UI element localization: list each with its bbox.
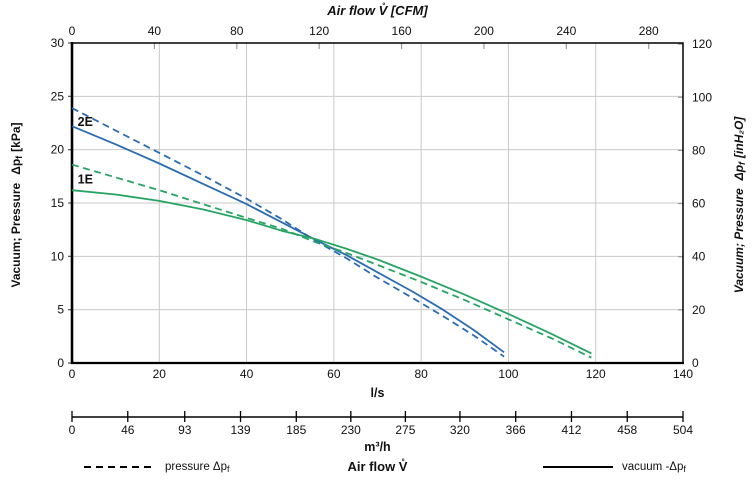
ls-axis-tick-label: 60 <box>327 367 341 381</box>
m3h-axis-tick-label: 93 <box>178 423 192 437</box>
dashed-line-icon <box>84 466 156 468</box>
solid-line-icon <box>543 466 613 468</box>
ls-axis-tick-label: 20 <box>153 367 167 381</box>
ls-axis-tick-label: 80 <box>414 367 428 381</box>
right-axis-tick-label: 20 <box>692 303 706 317</box>
curve-2e-vacuum <box>71 125 505 354</box>
ls-axis-tick-label: 40 <box>240 367 254 381</box>
right-axis-title-subscript: f <box>737 161 747 165</box>
right-axis-tick-label: 40 <box>692 250 706 264</box>
top-axis-title: Air flow V̊ [CFM] <box>0 3 755 18</box>
left-axis-title-main: Vacuum; Pressure <box>9 182 23 288</box>
m3h-axis-tick-label: 139 <box>230 423 250 437</box>
top-axis-tick-label: 200 <box>474 24 494 38</box>
m3h-axis-tick-label: 320 <box>450 423 470 437</box>
m3h-axis-tick-label: 412 <box>561 423 581 437</box>
top-axis-tick-label: 40 <box>148 24 162 38</box>
m3h-axis-tick-label: 504 <box>673 423 693 437</box>
left-axis-tick-label: 20 <box>51 143 65 157</box>
ls-axis-title: l/s <box>370 386 385 400</box>
m3h-axis-tick-label: 366 <box>506 423 526 437</box>
legend-pressure-label: pressure Δp <box>165 461 228 473</box>
left-axis-tick-label: 10 <box>51 249 65 263</box>
top-axis-tick-label: 240 <box>556 24 576 38</box>
bottom-axis-title: Air flow V̊ <box>347 459 408 474</box>
legend-pressure-subscript: f <box>227 464 230 474</box>
top-axis-tick-label: 160 <box>392 24 412 38</box>
legend-vacuum-label: vacuum -Δp <box>622 461 684 473</box>
top-axis-tick-label: 0 <box>69 24 76 38</box>
m3h-axis-tick-label: 275 <box>395 423 415 437</box>
ls-axis-tick-label: 100 <box>498 367 518 381</box>
left-axis-title-subscript: f <box>14 155 24 159</box>
right-axis-tick-label: 0 <box>692 356 699 370</box>
right-axis-tick-label: 80 <box>692 143 706 157</box>
right-axis-tick-label: 120 <box>692 37 712 51</box>
right-axis-tick-label: 100 <box>692 90 712 104</box>
right-axis-title-unit: [inH₂O] <box>732 116 746 158</box>
top-axis-tick-label: 280 <box>639 24 659 38</box>
right-axis-title-main: Vacuum; Pressure <box>732 188 746 294</box>
m3h-axis-tick-label: 46 <box>121 423 135 437</box>
ls-axis-tick-label: 0 <box>69 367 76 381</box>
legend-vacuum: vacuum -Δpf <box>543 460 686 474</box>
m3h-axis-tick-label: 185 <box>286 423 306 437</box>
m3h-axis-tick-label: 0 <box>69 423 76 437</box>
ls-axis-tick-label: 120 <box>586 367 606 381</box>
m3h-axis-title: m³/h <box>364 440 391 454</box>
ls-axis-tick-label: 140 <box>673 367 693 381</box>
curve-label-1e: 1E <box>78 173 93 187</box>
top-axis-tick-label: 120 <box>309 24 329 38</box>
m3h-axis-tick-label: 458 <box>617 423 637 437</box>
right-axis-title-symbol: Δp <box>732 164 746 181</box>
left-axis-tick-label: 0 <box>57 356 64 370</box>
curve-1e-pressure <box>71 163 592 359</box>
left-axis-tick-label: 30 <box>51 36 65 50</box>
left-axis-tick-label: 15 <box>51 196 65 210</box>
left-axis-tick-label: 25 <box>51 89 65 103</box>
legend-pressure: pressure Δpf <box>84 460 230 474</box>
left-axis-title-unit: [kPa] <box>9 122 23 152</box>
m3h-axis-tick-label: 230 <box>341 423 361 437</box>
top-axis-title-text: Air flow V̊ [CFM] <box>327 3 428 18</box>
left-axis-tick-label: 5 <box>57 303 64 317</box>
curve-2e-pressure <box>71 107 505 358</box>
top-axis-tick-label: 80 <box>230 24 244 38</box>
left-axis-title-symbol: Δp <box>9 158 23 175</box>
curve-label-2e: 2E <box>78 115 93 129</box>
curve-1e-vacuum <box>71 189 592 355</box>
right-axis-tick-label: 60 <box>692 197 706 211</box>
legend-vacuum-subscript: f <box>683 464 686 474</box>
